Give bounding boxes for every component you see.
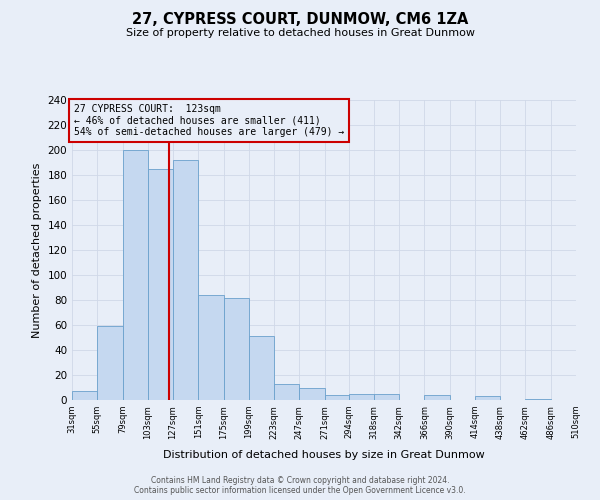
Bar (349, 394, 374, 400)
Text: Contains HM Land Registry data © Crown copyright and database right 2024.: Contains HM Land Registry data © Crown c… (151, 476, 449, 485)
Text: Size of property relative to detached houses in Great Dunmow: Size of property relative to detached ho… (125, 28, 475, 38)
Bar (274, 384, 299, 400)
X-axis label: Distribution of detached houses by size in Great Dunmow: Distribution of detached houses by size … (163, 450, 485, 460)
Bar (325, 395, 349, 400)
Bar (122, 150, 148, 400)
Bar (72, 391, 97, 400)
Text: Contains public sector information licensed under the Open Government Licence v3: Contains public sector information licen… (134, 486, 466, 495)
Bar (424, 395, 450, 400)
Bar (198, 295, 224, 400)
Bar (249, 336, 274, 400)
Bar (299, 388, 325, 400)
Bar (526, 399, 551, 400)
Bar (173, 160, 198, 400)
Text: 27, CYPRESS COURT, DUNMOW, CM6 1ZA: 27, CYPRESS COURT, DUNMOW, CM6 1ZA (132, 12, 468, 28)
Bar (97, 326, 122, 400)
Bar (475, 396, 500, 400)
Bar (224, 298, 249, 400)
Bar (374, 394, 399, 400)
Bar (148, 169, 173, 400)
Y-axis label: Number of detached properties: Number of detached properties (32, 162, 42, 338)
Text: 27 CYPRESS COURT:  123sqm
← 46% of detached houses are smaller (411)
54% of semi: 27 CYPRESS COURT: 123sqm ← 46% of detach… (74, 104, 344, 137)
